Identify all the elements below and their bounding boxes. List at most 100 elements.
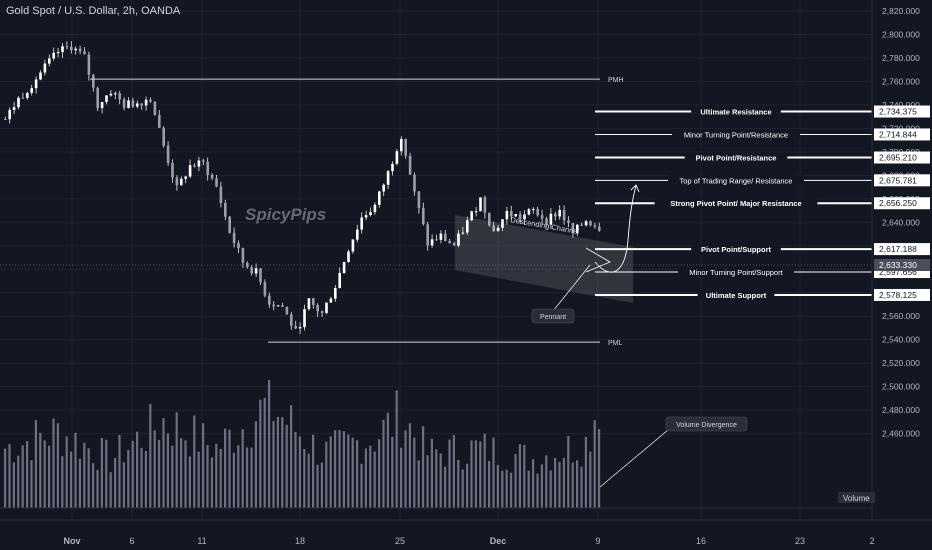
volume-bar <box>483 433 486 508</box>
pmh-label: PMH <box>608 77 624 84</box>
volume-bar <box>74 432 77 508</box>
candle-body <box>184 176 187 179</box>
level-price-tag-text: 2,578.125 <box>879 290 917 300</box>
candle-body <box>175 177 179 186</box>
candle-body <box>558 210 561 217</box>
candle-body <box>303 309 306 328</box>
candle-body <box>351 239 355 252</box>
candle-body <box>527 209 531 215</box>
volume-bar <box>501 470 504 508</box>
level-price-tag <box>874 197 930 210</box>
candle-body <box>386 171 390 185</box>
candle-body <box>246 262 249 268</box>
volume-bar <box>435 449 438 508</box>
volume-div-label: Volume Divergence <box>676 422 737 429</box>
candle-body <box>8 109 11 120</box>
x-tick-label: 11 <box>197 536 206 546</box>
candle-body <box>347 251 350 263</box>
candle-body <box>496 227 500 232</box>
candle-body <box>378 191 381 205</box>
candle-body <box>448 240 451 244</box>
candle-body <box>127 100 130 108</box>
candle-body <box>369 212 372 216</box>
volume-bar <box>448 439 451 508</box>
level-label-bg <box>691 106 781 117</box>
candle-body <box>571 223 575 234</box>
candle-body <box>325 302 328 313</box>
volume-bar <box>395 390 398 508</box>
volume-bar <box>558 461 561 508</box>
candle-body <box>391 163 394 172</box>
volume-bar <box>4 448 7 508</box>
candle-body <box>364 215 368 218</box>
volume-bar <box>61 456 64 508</box>
level-price-tag-text: 2,695.210 <box>879 153 917 163</box>
candle-body <box>567 220 570 224</box>
volume-bar <box>576 460 579 508</box>
volume-bar <box>83 442 86 508</box>
candle-body <box>180 178 183 186</box>
candle-body <box>188 165 192 177</box>
candle-body <box>122 99 126 108</box>
volume-tag <box>838 492 875 503</box>
candle-body <box>488 212 491 226</box>
level-label-bg <box>654 198 818 209</box>
volume-bar <box>452 434 455 508</box>
candle-body <box>61 46 64 53</box>
volume-bar <box>400 447 403 508</box>
candle-body <box>576 224 579 234</box>
volume-bar <box>571 462 574 508</box>
volume-bar <box>48 445 51 508</box>
volume-bar <box>92 463 95 508</box>
volume-bar <box>457 459 460 508</box>
volume-bar <box>136 431 139 508</box>
candle-body <box>39 72 42 80</box>
volume-bar <box>114 457 117 508</box>
candle-body <box>250 267 253 274</box>
candle-body <box>294 325 297 329</box>
volume-bar <box>589 451 592 508</box>
candle-body <box>263 282 267 296</box>
candle-body <box>510 210 513 217</box>
volume-bar <box>369 445 372 508</box>
volume-bar <box>206 444 209 508</box>
volume-bar <box>171 445 174 508</box>
volume-bar <box>430 438 433 508</box>
level-label-bg <box>678 267 794 278</box>
level-price-tag-text: 2,714.844 <box>879 129 917 139</box>
volume-bar <box>166 433 169 508</box>
candle-body <box>298 327 302 329</box>
volume-bar <box>158 439 161 508</box>
candle-body <box>461 232 465 234</box>
volume-bar <box>105 439 108 508</box>
level-label-bg <box>672 129 800 140</box>
volume-bar <box>584 437 587 508</box>
candle-body <box>483 197 487 213</box>
volume-bar <box>386 412 389 508</box>
level-price-tag <box>874 128 930 141</box>
x-tick-label: 18 <box>295 536 305 546</box>
candle-body <box>312 298 315 305</box>
candle-body <box>562 210 566 221</box>
candle-body <box>34 79 38 89</box>
candle-body <box>338 272 341 289</box>
candle-body <box>589 221 592 226</box>
volume-bar <box>193 415 196 508</box>
volume-bar <box>12 462 15 508</box>
volume-bar <box>294 431 297 508</box>
candle-body <box>206 161 209 175</box>
candle-body <box>74 48 77 51</box>
volume-bar <box>246 447 249 508</box>
candle-body <box>254 268 258 274</box>
candle-body <box>268 295 271 305</box>
y-tick-label: 2,780.000 <box>882 53 920 63</box>
volume-bar <box>307 453 310 508</box>
volume-bar <box>52 418 55 508</box>
candle-body <box>17 97 20 108</box>
y-tick-label: 2,540.000 <box>882 335 920 345</box>
volume-bar <box>536 473 539 508</box>
candle-body <box>316 304 319 312</box>
level-label-bg <box>668 175 804 186</box>
y-tick-label: 2,720.000 <box>882 123 920 133</box>
